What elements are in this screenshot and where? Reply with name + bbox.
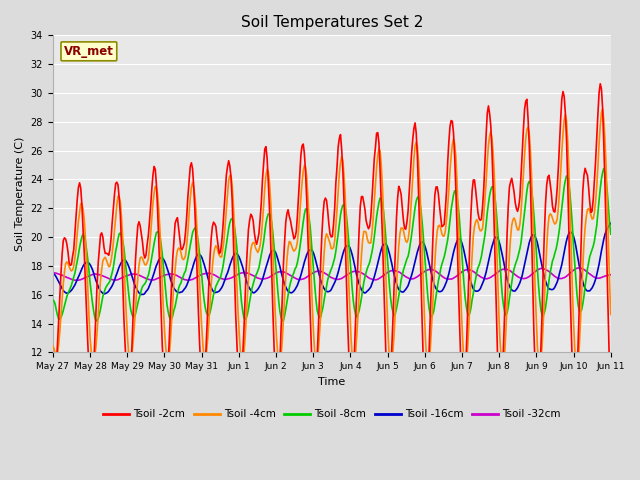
Tsoil -8cm	[285, 285, 293, 291]
Tsoil -32cm	[607, 272, 614, 277]
Tsoil -2cm	[459, 394, 467, 400]
Tsoil -4cm	[388, 361, 396, 367]
Tsoil -32cm	[362, 273, 370, 279]
Tsoil -2cm	[607, 390, 614, 396]
Tsoil -16cm	[223, 270, 231, 276]
Tsoil -32cm	[460, 268, 468, 274]
X-axis label: Time: Time	[318, 377, 346, 387]
Tsoil -32cm	[223, 276, 231, 282]
Tsoil -8cm	[49, 297, 56, 303]
Tsoil -2cm	[361, 207, 369, 213]
Tsoil -8cm	[600, 166, 607, 171]
Tsoil -8cm	[223, 233, 231, 239]
Tsoil -8cm	[389, 309, 397, 314]
Tsoil -8cm	[460, 281, 468, 287]
Tsoil -4cm	[557, 170, 564, 176]
Tsoil -16cm	[138, 292, 145, 298]
Tsoil -32cm	[49, 270, 56, 276]
Tsoil -8cm	[607, 231, 614, 237]
Tsoil -32cm	[285, 272, 293, 277]
Tsoil -8cm	[362, 269, 370, 275]
Y-axis label: Soil Temperature (C): Soil Temperature (C)	[15, 137, 25, 251]
Line: Tsoil -8cm: Tsoil -8cm	[52, 168, 611, 321]
Tsoil -4cm	[49, 343, 56, 348]
Tsoil -2cm	[223, 172, 230, 178]
Line: Tsoil -32cm: Tsoil -32cm	[52, 268, 611, 280]
Tsoil -16cm	[460, 248, 468, 254]
Tsoil -4cm	[607, 312, 614, 317]
Tsoil -16cm	[49, 271, 56, 277]
Tsoil -32cm	[389, 268, 397, 274]
Tsoil -8cm	[92, 318, 100, 324]
Tsoil -32cm	[184, 277, 192, 283]
Tsoil -32cm	[557, 276, 564, 281]
Line: Tsoil -2cm: Tsoil -2cm	[52, 84, 611, 408]
Tsoil -4cm	[361, 228, 369, 234]
Tsoil -2cm	[496, 405, 504, 411]
Tsoil -16cm	[285, 289, 293, 295]
Tsoil -2cm	[49, 374, 56, 380]
Tsoil -32cm	[575, 265, 583, 271]
Text: VR_met: VR_met	[64, 45, 114, 58]
Line: Tsoil -4cm: Tsoil -4cm	[52, 109, 611, 369]
Tsoil -16cm	[607, 220, 614, 226]
Tsoil -16cm	[389, 266, 397, 272]
Tsoil -4cm	[459, 340, 467, 346]
Tsoil -2cm	[596, 81, 604, 86]
Line: Tsoil -16cm: Tsoil -16cm	[52, 223, 611, 295]
Tsoil -4cm	[284, 245, 292, 251]
Title: Soil Temperatures Set 2: Soil Temperatures Set 2	[241, 15, 423, 30]
Tsoil -4cm	[599, 106, 607, 112]
Tsoil -4cm	[499, 366, 506, 372]
Tsoil -2cm	[388, 346, 396, 352]
Tsoil -2cm	[557, 117, 564, 122]
Legend: Tsoil -2cm, Tsoil -4cm, Tsoil -8cm, Tsoil -16cm, Tsoil -32cm: Tsoil -2cm, Tsoil -4cm, Tsoil -8cm, Tsoi…	[99, 405, 564, 423]
Tsoil -8cm	[557, 215, 564, 221]
Tsoil -4cm	[223, 206, 230, 212]
Tsoil -16cm	[557, 266, 564, 272]
Tsoil -16cm	[362, 289, 370, 295]
Tsoil -2cm	[284, 207, 292, 213]
